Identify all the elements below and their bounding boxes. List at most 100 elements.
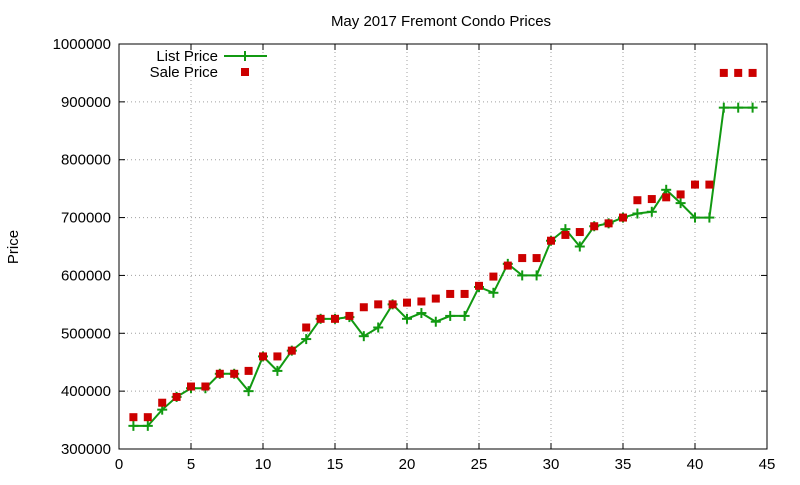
list-price-point — [430, 316, 441, 327]
sale-price-point — [431, 294, 440, 303]
list-price-point — [517, 270, 528, 281]
sale-price-point — [489, 272, 498, 281]
sale-price-point — [691, 180, 699, 189]
sale-price-point — [460, 289, 469, 298]
sale-price-point — [719, 68, 728, 77]
sale-price-point — [547, 236, 555, 245]
sale-price-point — [619, 213, 627, 222]
legend-item-sale-price: Sale Price — [150, 64, 249, 81]
list-price-point — [301, 334, 312, 345]
x-tick-label: 5 — [187, 456, 195, 473]
list-price-point — [459, 310, 470, 321]
list-price-point — [690, 212, 700, 223]
series-list-price — [128, 102, 758, 431]
sale-price-point — [201, 382, 210, 391]
x-tick-label: 30 — [543, 456, 560, 473]
list-price-point — [646, 206, 657, 217]
list-price-point — [272, 365, 283, 376]
series-layer — [128, 68, 758, 431]
y-tick-label: 500000 — [61, 325, 111, 342]
sale-price-point — [446, 289, 455, 298]
list-price-point — [128, 420, 139, 431]
sale-price-point — [748, 68, 757, 77]
y-tick-label: 1000000 — [53, 36, 111, 53]
sale-price-point — [187, 382, 195, 391]
list-price-point — [531, 270, 542, 281]
sale-price-point — [575, 228, 584, 237]
list-price-point — [445, 310, 456, 321]
sale-price-point — [676, 190, 685, 199]
x-tick-label: 35 — [615, 456, 632, 473]
list-price-point — [718, 102, 729, 113]
y-tick-label: 900000 — [61, 94, 111, 111]
legend-label: List Price — [156, 48, 218, 65]
x-tick-label: 45 — [759, 456, 776, 473]
list-price-point — [704, 212, 715, 223]
sale-price-point — [302, 323, 311, 332]
sale-price-point — [705, 180, 714, 189]
sale-price-point — [532, 254, 541, 263]
legend-label: Sale Price — [150, 64, 218, 81]
x-tick-label: 0 — [115, 456, 123, 473]
sale-price-point — [518, 254, 527, 263]
list-price-point — [142, 420, 153, 431]
sale-price-point — [475, 281, 483, 290]
y-axis-label: Price — [5, 230, 22, 264]
y-tick-label: 300000 — [61, 441, 111, 458]
sale-price-point — [143, 413, 152, 422]
sale-price-point — [662, 193, 671, 202]
axis-ticks: 0 5 10 15 20 25 30 35 40 45 300000 400000 500000 6000… — [53, 36, 776, 473]
list-price-point — [747, 102, 758, 113]
x-tick-label: 25 — [471, 456, 488, 473]
list-price-point — [402, 313, 412, 324]
series-sale-price — [129, 68, 757, 422]
sale-price-point — [388, 300, 397, 309]
x-tick-label: 20 — [399, 456, 416, 473]
list-price-point — [632, 208, 643, 219]
sale-price-point — [287, 346, 296, 355]
sale-price-point — [734, 68, 743, 77]
sale-price-point — [503, 261, 512, 270]
legend-plus-swatch — [240, 51, 250, 61]
sale-price-point — [374, 300, 383, 309]
y-tick-label: 600000 — [61, 267, 111, 284]
list-price-point — [488, 287, 499, 298]
sale-price-point — [230, 369, 239, 378]
sale-price-point — [403, 298, 411, 307]
list-price-point — [661, 184, 672, 195]
sale-price-point — [647, 195, 656, 204]
y-tick-label: 700000 — [61, 210, 111, 227]
list-price-point — [243, 386, 254, 397]
x-tick-label: 10 — [255, 456, 272, 473]
y-tick-label: 800000 — [61, 152, 111, 169]
sale-price-point — [604, 219, 613, 228]
sale-price-point — [215, 369, 224, 378]
sale-price-point — [129, 413, 138, 422]
sale-price-point — [345, 311, 354, 320]
sale-price-point — [244, 366, 253, 375]
sale-price-point — [417, 297, 426, 306]
list-price-point — [373, 322, 384, 333]
sale-price-point — [273, 352, 282, 361]
list-price-point — [733, 102, 744, 113]
list-price-point — [416, 308, 427, 319]
sale-price-point — [158, 398, 167, 407]
legend-item-list-price: List Price — [156, 48, 267, 65]
sale-price-point — [331, 314, 339, 323]
sale-price-point — [590, 222, 599, 231]
list-price-point — [574, 241, 585, 252]
sale-price-point — [316, 314, 325, 323]
grid-lines — [119, 44, 767, 449]
x-tick-label: 40 — [687, 456, 704, 473]
sale-price-point — [561, 230, 570, 239]
sale-price-point — [172, 392, 181, 401]
list-price-point — [358, 331, 369, 342]
chart-title: May 2017 Fremont Condo Prices — [331, 13, 551, 30]
list-price-line — [133, 106, 753, 427]
sale-price-point — [259, 352, 267, 361]
sale-price-point — [633, 196, 642, 205]
list-price-point — [675, 198, 686, 209]
